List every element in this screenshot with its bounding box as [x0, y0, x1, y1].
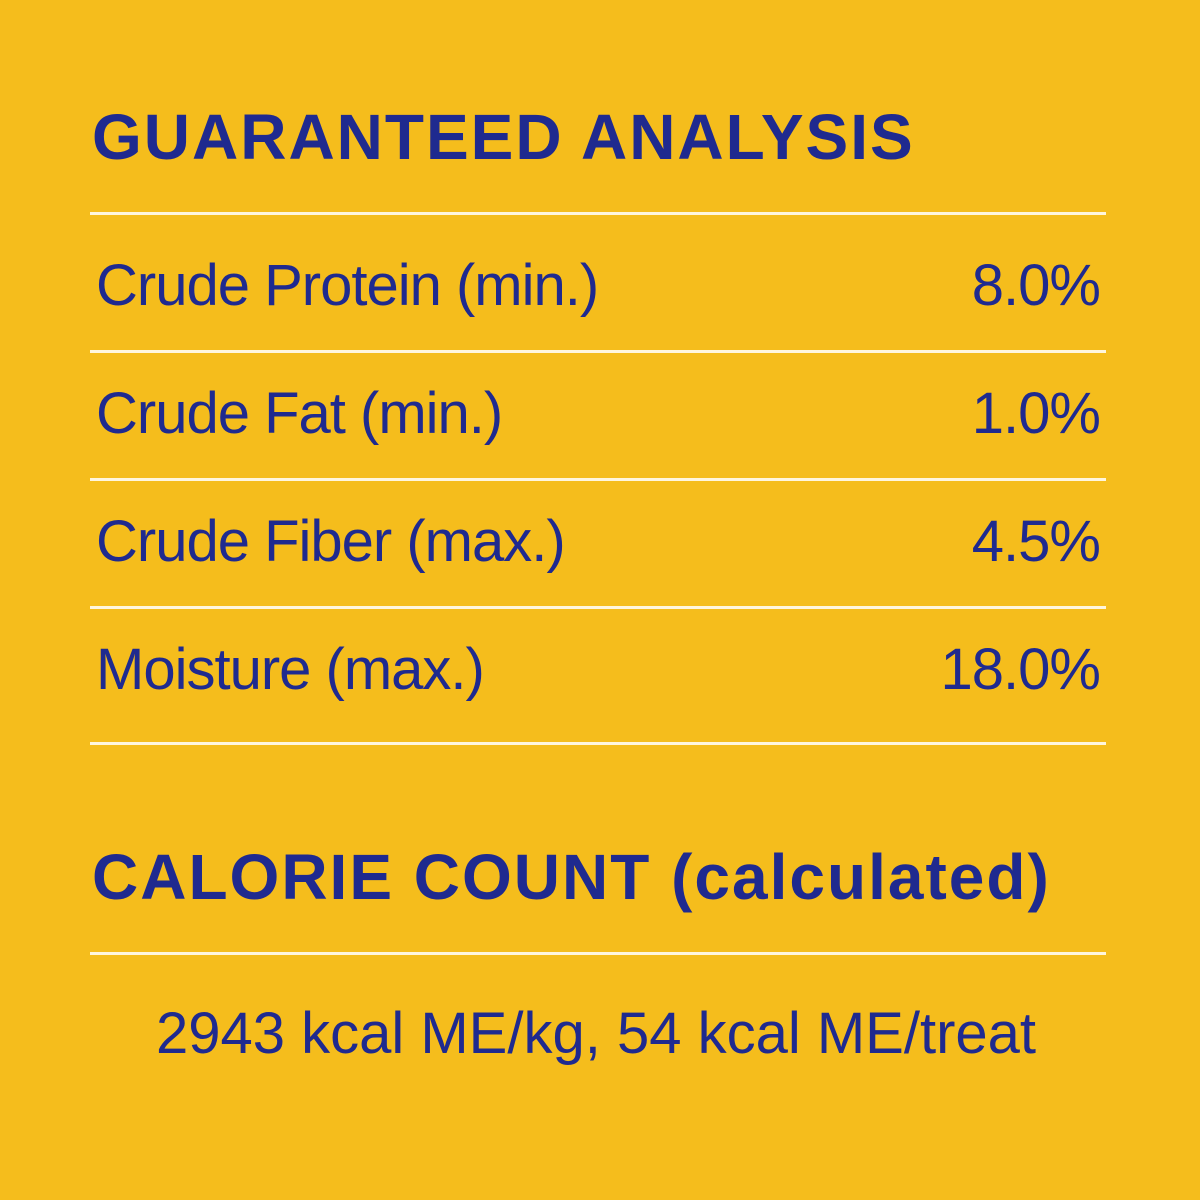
- divider: [90, 606, 1106, 609]
- nutrient-value: 4.5%: [971, 509, 1101, 574]
- table-row: Crude Protein (min.) 8.0%: [96, 252, 1101, 319]
- nutrient-name: Crude Fat (min.): [96, 381, 503, 446]
- nutrient-value: 18.0%: [940, 637, 1101, 702]
- table-row: Moisture (max.) 18.0%: [96, 636, 1101, 703]
- nutrient-name: Moisture (max.): [96, 637, 485, 702]
- nutrient-value: 1.0%: [971, 381, 1101, 446]
- divider: [90, 478, 1106, 481]
- divider: [90, 350, 1106, 353]
- divider: [90, 742, 1106, 745]
- nutrient-value: 8.0%: [971, 253, 1101, 318]
- nutrient-name: Crude Protein (min.): [96, 253, 599, 318]
- divider: [90, 212, 1106, 215]
- table-row: Crude Fiber (max.) 4.5%: [96, 508, 1101, 575]
- calorie-text: 2943 kcal ME/kg, 54 kcal ME/treat: [155, 1001, 1037, 1066]
- calorie-heading: CALORIE COUNT (calculated): [92, 840, 1051, 914]
- calorie-title: CALORIE COUNT: [92, 841, 652, 913]
- divider: [90, 952, 1106, 955]
- title: GUARANTEED ANALYSIS: [92, 101, 915, 173]
- calorie-note: (calculated): [671, 841, 1051, 913]
- table-row: Crude Fat (min.) 1.0%: [96, 380, 1101, 447]
- nutrient-name: Crude Fiber (max.): [96, 509, 566, 574]
